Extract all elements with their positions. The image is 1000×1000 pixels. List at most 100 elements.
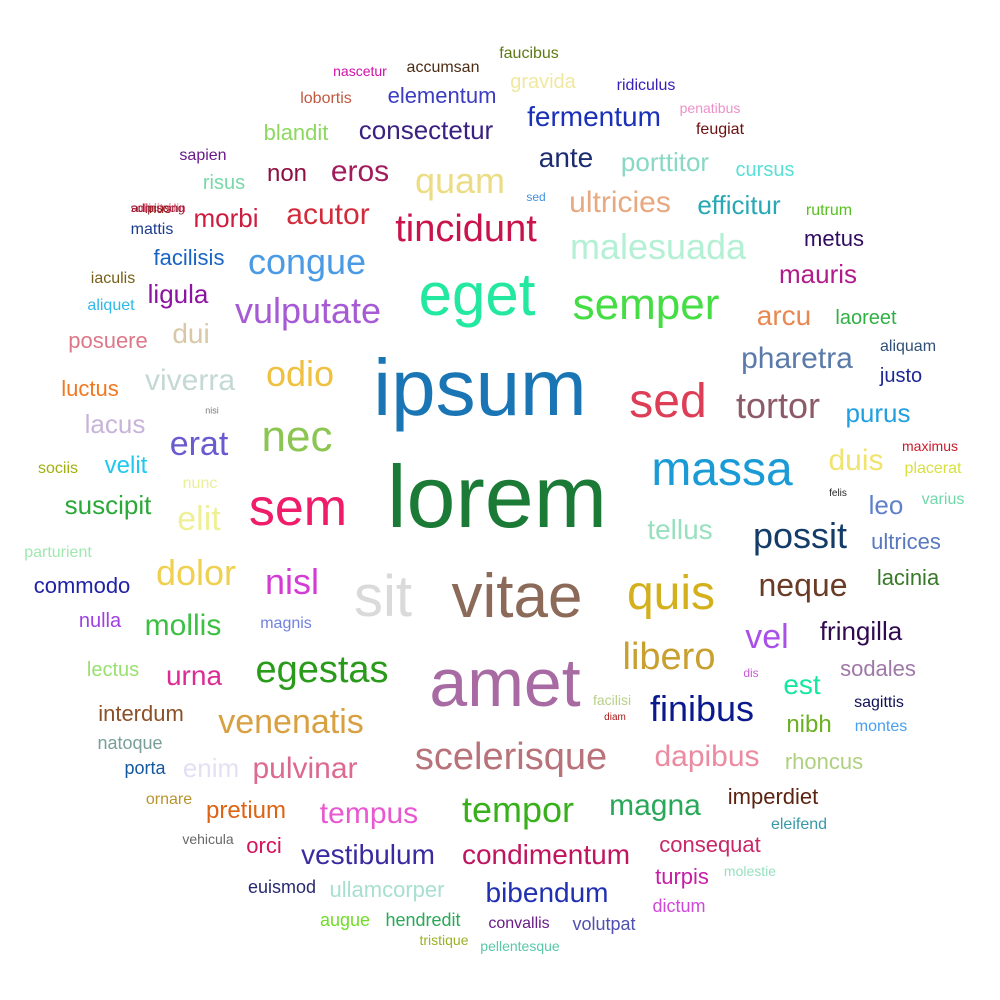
word-sagittis: sagittis (854, 694, 904, 711)
word-montes: montes (854, 718, 908, 735)
word-tempus: tempus (319, 797, 419, 830)
word-risus: risus (202, 172, 246, 194)
word-ligula: ligula (147, 279, 209, 309)
word-leo: leo (868, 490, 904, 520)
word-mollis: mollis (144, 609, 222, 642)
word-duis: duis (828, 444, 884, 477)
word-nec: nec (261, 412, 333, 461)
word-lobortis: lobortis (300, 90, 352, 107)
word-consequat: consequat (659, 832, 761, 857)
word-rutrum: rutrum (805, 202, 853, 219)
word-pulvinar: pulvinar (252, 752, 358, 785)
word-accumsan: accumsan (406, 59, 480, 76)
word-justo: justo (879, 365, 923, 387)
word-blandit: blandit (263, 120, 329, 145)
word-sociis: sociis (37, 460, 79, 477)
word-varius: varius (921, 491, 965, 508)
word-venenatis: venenatis (218, 703, 364, 741)
word-tincidunt: tincidunt (395, 208, 537, 250)
word-laoreet: laoreet (835, 307, 897, 329)
word-vestibulum: vestibulum (301, 839, 435, 870)
word-non: non (266, 160, 308, 187)
word-pretium: pretium (205, 797, 287, 824)
word-facilisi: facilisi (592, 692, 632, 708)
word-tristique: tristique (419, 932, 469, 948)
word-suscipit: suscipit (64, 490, 152, 520)
word-sodales: sodales (840, 656, 916, 681)
word-quis: quis (626, 567, 716, 620)
word-rhoncus: rhoncus (784, 749, 864, 774)
word-velit: velit (104, 452, 148, 479)
word-aliquam: aliquam (879, 338, 937, 355)
word-vulputate: vulputate (234, 290, 382, 331)
word-interdum: interdum (98, 701, 184, 726)
word-augue: augue (319, 910, 371, 930)
word-diam: diam (604, 712, 626, 723)
word-viverra: viverra (144, 364, 236, 397)
word-possit: possit (752, 515, 848, 556)
word-neque: neque (758, 567, 848, 603)
word-gravida: gravida (510, 71, 576, 93)
word-magna: magna (609, 789, 701, 822)
word-nunc: nunc (182, 475, 218, 492)
word-est: est (783, 669, 821, 700)
word-tortor: tortor (735, 385, 821, 426)
word-odio: odio (265, 353, 335, 394)
word-tempor: tempor (461, 789, 575, 830)
word-adipiscing: adipiscing (131, 201, 185, 215)
word-vehicula: vehicula (182, 831, 234, 847)
word-lacinia: lacinia (876, 565, 940, 590)
word-ridiculus: ridiculus (616, 77, 676, 94)
word-pellentesque: pellentesque (480, 938, 560, 954)
word-commodo: commodo (33, 573, 131, 598)
word-ultrices: ultrices (871, 529, 941, 554)
word-iaculis: iaculis (90, 270, 136, 287)
word-hendredit: hendredit (385, 910, 461, 930)
word-metus: metus (804, 226, 864, 251)
word-facilisis: facilisis (153, 245, 225, 270)
word-enim: enim (182, 753, 240, 783)
word-dis: dis (743, 666, 759, 680)
word-nulla: nulla (78, 610, 122, 632)
word-lacus: lacus (84, 409, 146, 439)
word-nisi: nisi (205, 405, 219, 416)
word-lorem: lorem (386, 447, 608, 546)
word-imperdiet: imperdiet (727, 784, 819, 809)
word-cursus: cursus (735, 159, 795, 181)
word-sem: sem (248, 479, 348, 537)
word-sed: sed (526, 190, 546, 204)
word-molestie: molestie (723, 863, 777, 879)
word-sollicitudin: sollicitudin (130, 201, 186, 215)
word-tellus: tellus (647, 514, 713, 545)
word-sapien: sapien (179, 147, 227, 164)
word-lectus: lectus (86, 659, 140, 681)
word-finibus: finibus (649, 688, 755, 729)
word-convallis: convallis (488, 915, 550, 932)
word-eleifend: eleifend (770, 816, 828, 833)
word-urna: urna (165, 660, 223, 691)
word-penatibus: penatibus (679, 100, 741, 116)
word-ornare: ornare (145, 791, 193, 808)
word-turpis: turpis (655, 864, 709, 889)
word-dui: dui (172, 318, 210, 349)
word-nisl: nisl (264, 561, 320, 602)
word-feugiat: feugiat (695, 121, 745, 138)
word-elementum: elementum (387, 83, 497, 108)
word-fermentum: fermentum (527, 101, 661, 132)
word-dapibus: dapibus (654, 740, 760, 773)
word-faucibus: faucibus (499, 45, 559, 62)
word-elit: elit (177, 500, 221, 538)
word-condimentum: condimentum (461, 839, 631, 870)
word-morbi: morbi (193, 203, 259, 233)
word-placerat: placerat (904, 460, 962, 477)
word-ipsum: ipsum (373, 343, 587, 432)
word-consectetur: consectetur (358, 115, 494, 145)
word-pharetra: pharetra (741, 342, 853, 375)
word-vel: vel (745, 618, 789, 656)
word-luctus: luctus (61, 376, 119, 401)
word-efficitur: efficitur (697, 190, 781, 220)
word-erat: erat (169, 425, 229, 463)
word-nascetur: nascetur (333, 63, 387, 79)
word-volutpat: volutpat (572, 914, 636, 934)
